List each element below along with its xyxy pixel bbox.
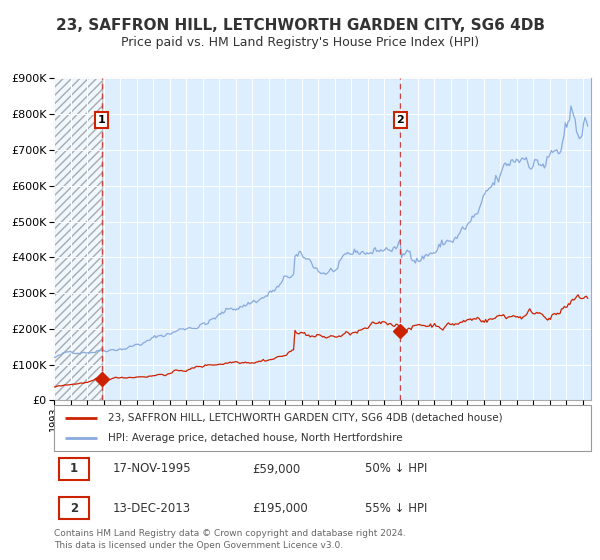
- Text: 1: 1: [70, 463, 78, 475]
- Text: HPI: Average price, detached house, North Hertfordshire: HPI: Average price, detached house, Nort…: [108, 433, 403, 443]
- Text: 55% ↓ HPI: 55% ↓ HPI: [365, 502, 428, 515]
- Text: 23, SAFFRON HILL, LETCHWORTH GARDEN CITY, SG6 4DB (detached house): 23, SAFFRON HILL, LETCHWORTH GARDEN CITY…: [108, 413, 502, 423]
- Text: £195,000: £195,000: [253, 502, 308, 515]
- FancyBboxPatch shape: [59, 458, 89, 480]
- Text: 50% ↓ HPI: 50% ↓ HPI: [365, 463, 428, 475]
- Text: 13-DEC-2013: 13-DEC-2013: [113, 502, 191, 515]
- FancyBboxPatch shape: [54, 405, 591, 451]
- Text: £59,000: £59,000: [253, 463, 301, 475]
- Text: 2: 2: [396, 115, 404, 125]
- Text: 1: 1: [98, 115, 106, 125]
- Text: 17-NOV-1995: 17-NOV-1995: [113, 463, 191, 475]
- Text: 2: 2: [70, 502, 78, 515]
- FancyBboxPatch shape: [59, 497, 89, 520]
- Text: Contains HM Land Registry data © Crown copyright and database right 2024.
This d: Contains HM Land Registry data © Crown c…: [54, 529, 406, 550]
- Text: 23, SAFFRON HILL, LETCHWORTH GARDEN CITY, SG6 4DB: 23, SAFFRON HILL, LETCHWORTH GARDEN CITY…: [56, 18, 545, 32]
- Text: Price paid vs. HM Land Registry's House Price Index (HPI): Price paid vs. HM Land Registry's House …: [121, 36, 479, 49]
